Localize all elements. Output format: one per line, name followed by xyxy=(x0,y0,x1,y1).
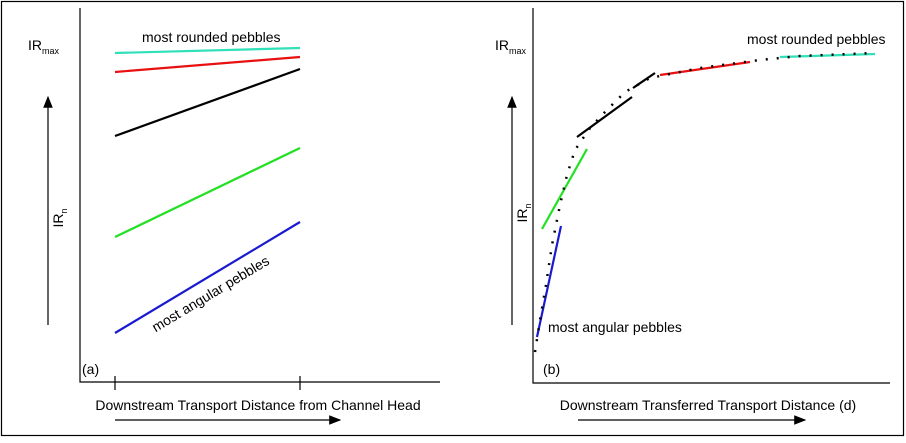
axes xyxy=(532,8,890,384)
x-label: Downstream Transferred Transport Distanc… xyxy=(560,397,856,413)
line xyxy=(114,147,301,238)
y-max: IRmax xyxy=(28,37,60,56)
line xyxy=(779,52,876,59)
line xyxy=(659,60,751,77)
axes xyxy=(79,8,440,383)
y-max: IRmax xyxy=(495,37,527,56)
x-label: Downstream Transport Distance from Chann… xyxy=(95,397,420,413)
panel-label: (a) xyxy=(82,361,99,377)
panel-a: IRmax IRn most rounded pebbles most angu… xyxy=(28,8,440,425)
line xyxy=(114,55,301,74)
trend xyxy=(533,51,876,353)
line xyxy=(114,221,301,334)
line xyxy=(114,67,301,138)
note: most angular pebbles xyxy=(548,319,682,335)
line xyxy=(576,96,633,138)
line xyxy=(114,46,301,55)
note: most rounded pebbles xyxy=(142,29,281,45)
y-label: IRn xyxy=(514,203,533,222)
panel-label: (b) xyxy=(543,361,560,377)
note: most angular pebbles xyxy=(149,252,272,335)
line xyxy=(632,72,656,89)
y-label: IRn xyxy=(50,208,69,227)
panel-b: IRmax IRn most rounded pebbles most angu… xyxy=(495,8,890,425)
note: most rounded pebbles xyxy=(747,31,886,47)
